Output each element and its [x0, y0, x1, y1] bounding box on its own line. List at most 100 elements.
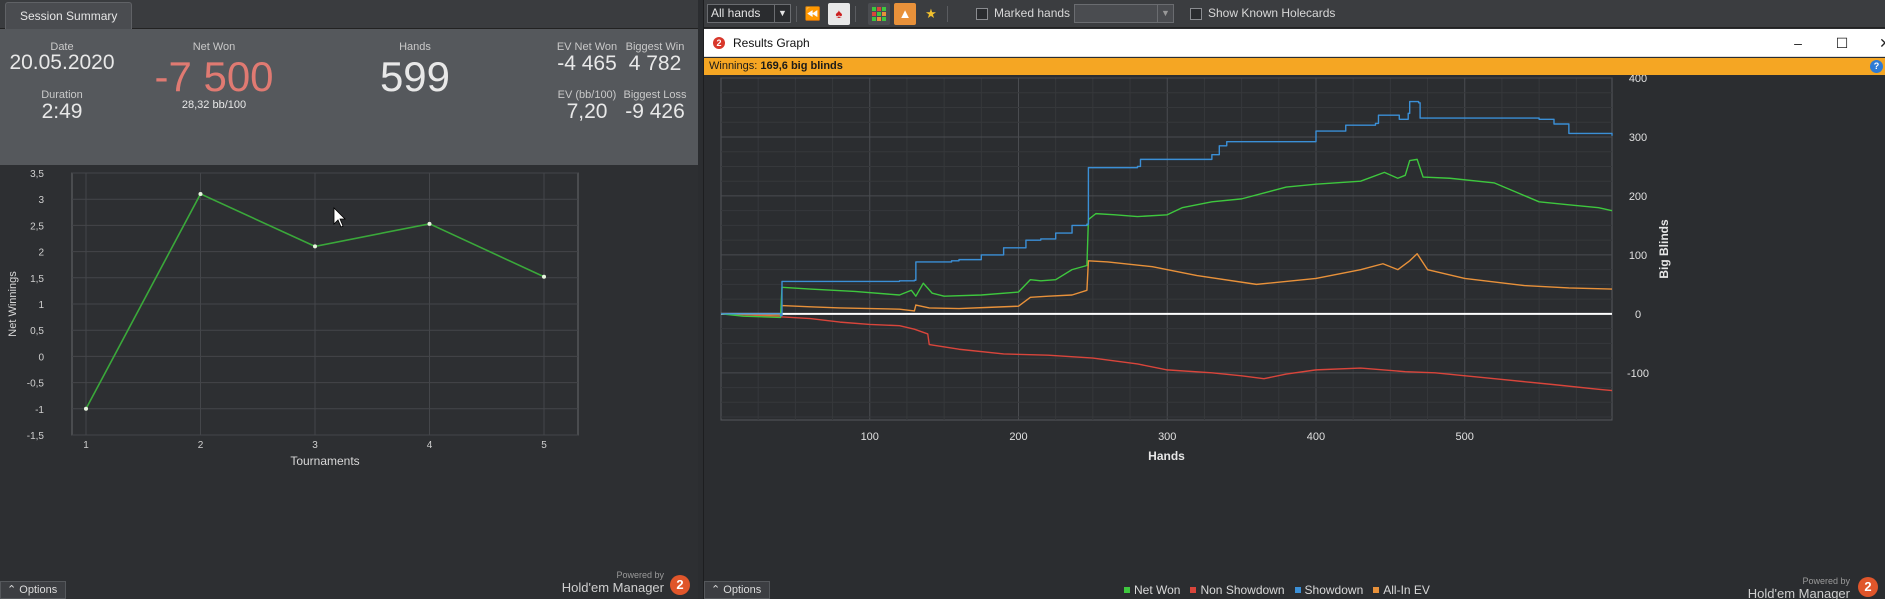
grid-icon[interactable] — [868, 3, 890, 25]
legend-label: Non Showdown — [1200, 583, 1285, 597]
legend-item: Net Won — [1124, 583, 1180, 597]
x-tick-label: 3 — [312, 440, 318, 451]
rewind-icon[interactable]: ⏪ — [804, 6, 822, 21]
x-tick-labels: 1 2 3 4 5 — [83, 440, 547, 451]
y-tick-label: 0,5 — [30, 326, 44, 337]
legend-label: All-In EV — [1383, 583, 1430, 597]
tournament-chart-area: -1,5 -1 -0,5 0 0,5 1 1,5 2 2,5 3 3,5 1 2 3 4 5 Tournam… — [0, 165, 698, 570]
series-line-all-in-ev — [720, 253, 1613, 316]
series-line-net-won — [720, 158, 1613, 319]
maximize-button[interactable]: ☐ — [1835, 35, 1849, 51]
marked-hands-select[interactable]: ▼ — [1074, 4, 1174, 23]
legend-item: All-In EV — [1373, 583, 1430, 597]
fire-icon[interactable]: ▲ — [894, 3, 916, 25]
legend-item: Non Showdown — [1190, 583, 1285, 597]
y-tick-label: 0 — [38, 352, 44, 363]
x-tick-label: 4 — [427, 440, 433, 451]
y-tick-label: 1,5 — [30, 274, 44, 285]
x-tick-label: 100 — [861, 431, 879, 443]
date-value: 20.05.2020 — [9, 51, 115, 74]
ev-net-won-value: -4 465 — [557, 52, 617, 75]
x-axis-label: Hands — [1148, 449, 1185, 463]
y-tick-label: 100 — [1629, 250, 1647, 262]
hm-logo-icon: 2 — [670, 575, 690, 595]
brand-name: Hold'em Manager — [561, 580, 664, 595]
y-tick-label: -1 — [35, 405, 44, 416]
trophy-icon[interactable]: ★ — [925, 6, 937, 21]
legend-swatch — [1190, 587, 1197, 593]
y-tick-label: 2 — [38, 248, 44, 259]
y-tick-labels: -100 0 100 200 300 400 — [1627, 73, 1649, 380]
chart-series — [720, 100, 1613, 392]
chart-legend: Net Won Non Showdown Showdown All-In EV — [1124, 583, 1440, 597]
duration-value: 2:49 — [41, 100, 83, 123]
hands-filter-select[interactable]: All hands ▼ — [707, 4, 791, 23]
y-tick-label: -100 — [1627, 368, 1649, 380]
powered-by-label: Powered by — [616, 570, 664, 580]
options-label: Options — [19, 584, 58, 596]
data-point — [313, 244, 317, 249]
dropdown-arrow-icon: ▼ — [774, 5, 790, 22]
help-icon[interactable]: ? — [1870, 60, 1883, 73]
tournament-net-winnings-chart: -1,5 -1 -0,5 0 0,5 1 1,5 2 2,5 3 3,5 1 2 3 4 5 Tournam… — [7, 169, 579, 468]
ev-net-won-label: EV Net Won — [556, 41, 618, 53]
y-tick-label: 0 — [1635, 309, 1641, 321]
chevron-up-icon: ⌃ — [711, 584, 721, 596]
results-graph-panel: All hands ▼ ⏪ ♠ ▲ ★ Marked hands ▼ Show … — [703, 0, 1885, 599]
y-tick-label: 3 — [38, 195, 44, 206]
session-stats: Date 20.05.2020 Duration 2:49 Net Won -7… — [0, 29, 698, 165]
left-options-button[interactable]: ⌃ Options — [0, 581, 67, 599]
hm-logo-icon: 2 — [1858, 577, 1878, 597]
minimize-button[interactable]: – — [1794, 35, 1802, 51]
tab-session-summary[interactable]: Session Summary — [5, 2, 133, 29]
biggest-win-label: Biggest Win — [625, 41, 685, 53]
winnings-value: 169,6 big blinds — [760, 60, 843, 72]
y-tick-label: 2,5 — [30, 221, 44, 232]
x-tick-label: 2 — [198, 440, 204, 451]
left-footer: ⌃ Options Powered by Hold'em Manager 2 — [0, 570, 698, 599]
cards-icon[interactable]: ♠ — [828, 3, 850, 25]
x-axis-label: Tournaments — [290, 454, 359, 468]
winnings-summary: Winnings: 169,6 big blinds — [709, 60, 843, 72]
biggest-win-value: 4 782 — [628, 52, 682, 75]
chart-grid — [721, 77, 1612, 420]
chart-plot-background — [720, 77, 1613, 421]
data-point — [427, 221, 432, 226]
date-label: Date — [50, 41, 74, 53]
y-tick-label: -0,5 — [27, 379, 45, 390]
legend-label: Net Won — [1134, 583, 1181, 597]
marked-hands-label: Marked hands — [994, 6, 1071, 20]
left-tab-bar: Session Summary — [0, 0, 698, 29]
toolbar: All hands ▼ ⏪ ♠ ▲ ★ Marked hands ▼ Show … — [704, 0, 1885, 28]
y-axis-label: Net Winnings — [7, 271, 19, 337]
right-footer: ⌃ Options Net Won Non Showdown Showdown All… — [704, 570, 1885, 599]
winnings-bar: Winnings: 169,6 big blinds ? — [704, 58, 1885, 75]
show-known-holecards-label: Show Known Holecards — [1208, 6, 1336, 20]
x-tick-label: 300 — [1158, 431, 1176, 443]
y-tick-label: 1 — [38, 300, 44, 311]
right-options-button[interactable]: ⌃ Options — [704, 581, 771, 599]
grid-icon-graphic — [872, 7, 886, 21]
x-tick-labels: 100 200 300 400 500 — [861, 431, 1474, 443]
close-button[interactable]: ✕ — [1879, 35, 1885, 51]
net-won-label: Net Won — [192, 41, 236, 53]
results-graph-area: -100 0 100 200 300 400 100 200 300 400 500 Hands … — [704, 73, 1885, 570]
hands-filter-value: All hands — [711, 6, 761, 20]
series-line-non-showdown — [720, 313, 1613, 392]
hm-logo-icon: 2 — [713, 37, 725, 49]
data-point — [198, 191, 203, 196]
biggest-loss-value: -9 426 — [625, 100, 685, 123]
window-title: Results Graph — [733, 36, 810, 50]
legend-swatch — [1294, 587, 1301, 593]
legend-swatch — [1124, 587, 1130, 593]
chevron-up-icon: ⌃ — [7, 584, 17, 596]
winnings-label: Winnings: — [709, 60, 758, 72]
legend-item: Showdown — [1294, 583, 1363, 597]
net-won-value: -7 500 — [154, 53, 274, 100]
show-known-holecards-checkbox[interactable] — [1190, 8, 1202, 20]
marked-hands-checkbox[interactable] — [976, 8, 988, 20]
toolbar-separator — [855, 6, 856, 22]
ev-bb100-value: 7,20 — [566, 100, 608, 123]
toolbar-separator — [796, 6, 797, 22]
